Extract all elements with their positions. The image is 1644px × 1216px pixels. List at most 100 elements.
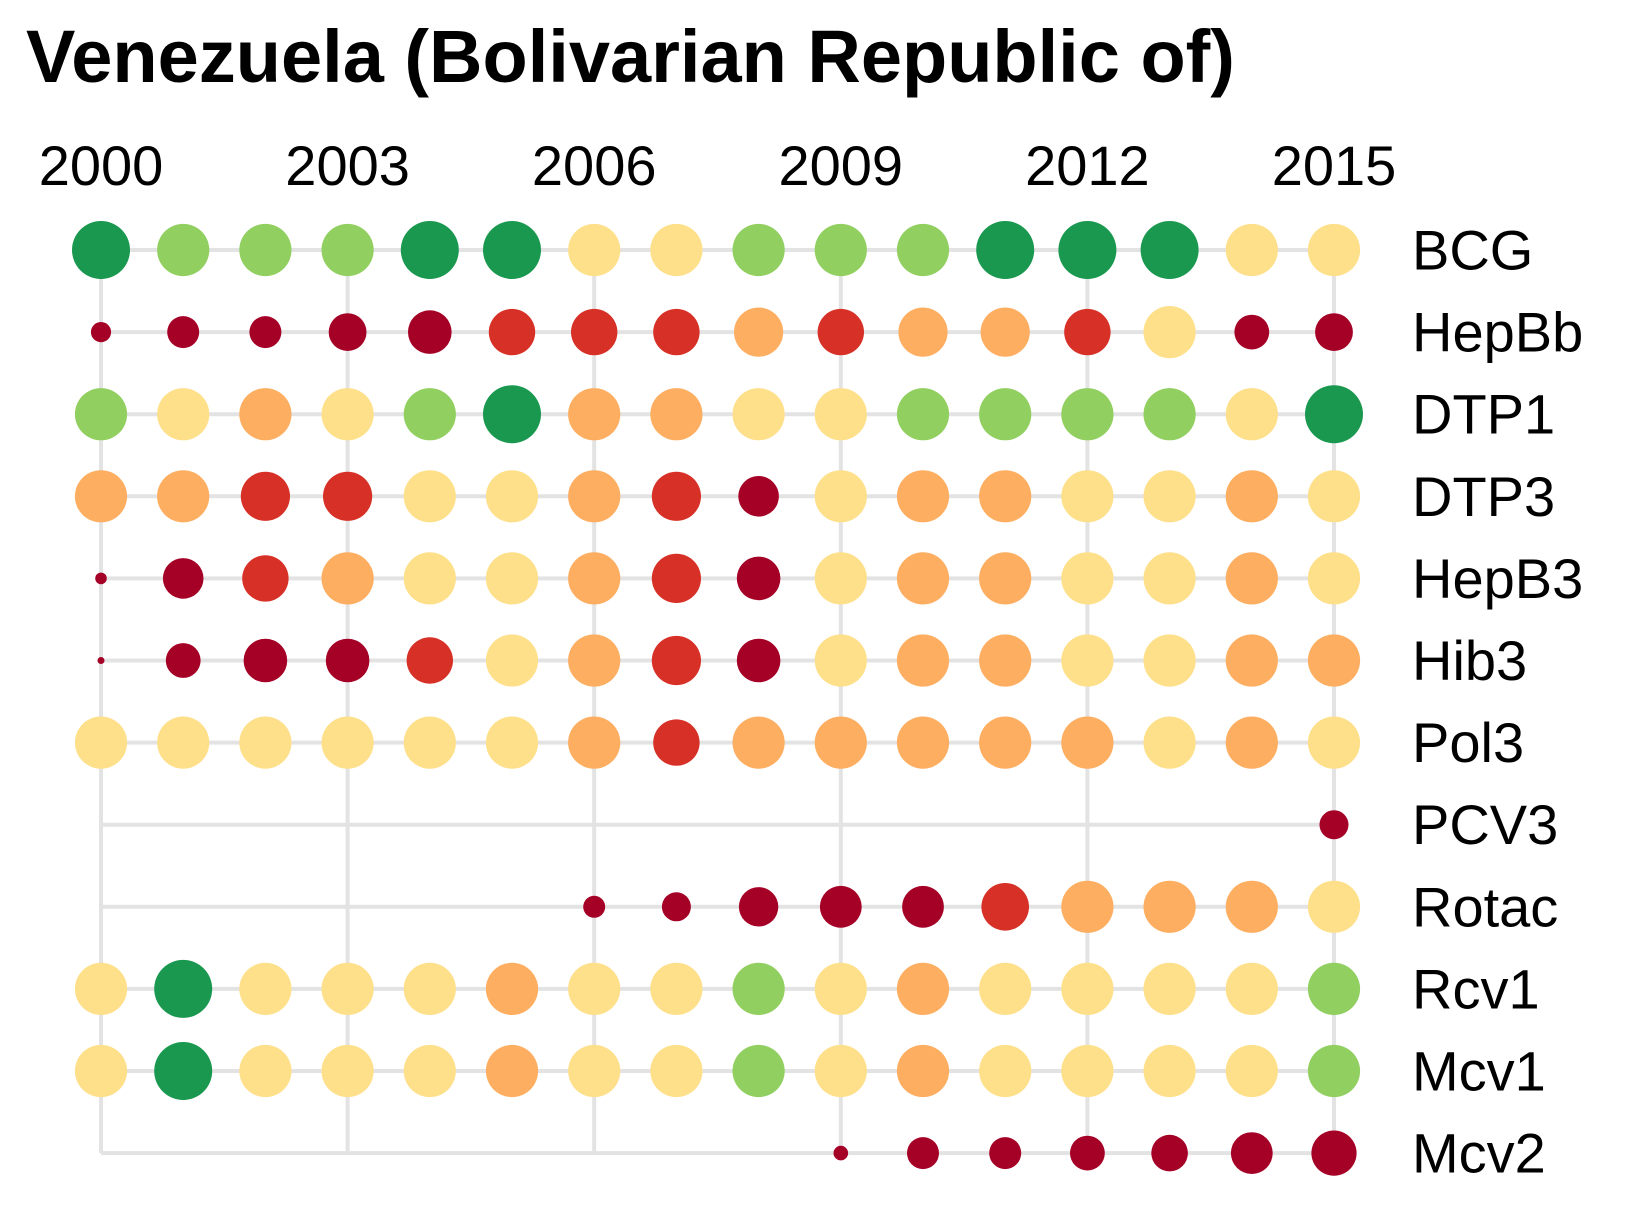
data-point [485,470,539,523]
data-point [74,716,128,769]
data-point [979,962,1032,1016]
row-label: HepB3 [1412,547,1583,610]
data-point [1143,1044,1196,1098]
chart-title: Venezuela (Bolivarian Republic of) [26,15,1235,98]
data-point [1143,470,1196,523]
data-points [72,221,1363,1176]
data-point [896,388,950,441]
data-point [568,962,621,1016]
row-label: BCG [1412,219,1533,282]
data-point [485,716,539,769]
data-point [651,635,702,686]
data-point [97,657,105,664]
row-label: DTP1 [1412,383,1555,446]
data-point [321,223,374,277]
data-point [896,634,950,687]
data-point [328,313,367,351]
data-point [583,895,606,918]
data-point [819,885,862,928]
data-point [1061,1044,1114,1098]
data-point [239,962,292,1016]
data-point [1070,1135,1105,1171]
data-point [321,1044,374,1098]
data-point [898,307,948,357]
data-point [1225,223,1278,277]
data-point [483,385,541,444]
data-point [1225,716,1278,769]
data-point [1307,552,1361,605]
data-point [902,885,944,928]
data-point [1061,388,1114,441]
data-point [814,962,867,1016]
data-point [400,221,459,279]
data-point [650,1044,703,1098]
row-label: PCV3 [1412,793,1558,856]
data-point [981,883,1029,931]
data-point [403,1044,456,1098]
data-point [1307,223,1361,277]
data-point [814,223,867,277]
data-point [568,552,621,605]
data-point [239,223,292,277]
data-point [896,470,950,523]
data-point [738,887,779,927]
data-point [661,892,691,922]
data-point [74,388,128,441]
row-label: Pol3 [1412,711,1524,774]
data-point [95,572,107,585]
data-point [1143,388,1196,441]
data-point [403,388,456,441]
data-point [833,1145,849,1161]
data-point [1061,634,1114,687]
data-point [814,388,867,441]
data-point [165,643,201,678]
row-label: Rotac [1412,875,1558,938]
data-point [732,962,785,1016]
data-point [650,388,703,441]
data-point [1061,962,1114,1016]
grid-lines [99,248,1336,1156]
data-point [736,556,781,601]
data-point [650,223,703,277]
data-point [817,308,864,356]
data-point [485,962,539,1016]
data-point [1151,1134,1188,1172]
data-point [650,962,703,1016]
data-point [896,716,950,769]
year-tick-label: 2015 [1272,134,1397,197]
data-point [568,716,621,769]
data-point [979,552,1032,605]
data-point [1061,552,1114,605]
data-point [979,634,1032,687]
data-point [814,1044,867,1098]
data-point [408,310,452,354]
data-point [74,962,128,1016]
year-tick-label: 2009 [779,134,904,197]
data-point [485,552,539,605]
data-point [568,1044,621,1098]
data-point [653,308,700,356]
data-point [74,1044,128,1098]
data-point [406,637,453,684]
data-point [907,1137,939,1170]
data-point [321,552,374,605]
data-point [1305,385,1363,444]
data-point [1064,308,1111,356]
data-point [1225,388,1278,441]
data-point [732,388,785,441]
data-point [1307,1044,1361,1098]
row-label: HepBb [1412,301,1583,364]
data-point [1143,552,1196,605]
data-point [90,322,112,343]
data-point [814,634,867,687]
year-tick-label: 2003 [285,134,410,197]
data-point [1225,1044,1278,1098]
data-point [249,316,282,349]
data-point [1143,962,1196,1016]
data-point [1311,1130,1357,1176]
data-point [976,221,1035,279]
data-point [321,716,374,769]
data-point [242,555,289,602]
year-tick-label: 2012 [1025,134,1150,197]
data-point [240,471,290,521]
